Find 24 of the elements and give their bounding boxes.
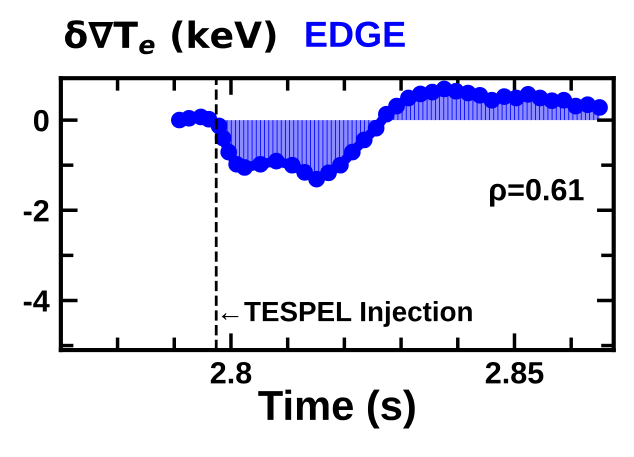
series-label: EDGE	[306, 22, 405, 48]
point	[284, 156, 301, 174]
point	[308, 170, 325, 188]
point	[591, 99, 608, 116]
point	[368, 120, 384, 137]
point	[220, 144, 238, 160]
x-tick-label: 2.85	[486, 362, 544, 384]
y-tick-label: 0	[34, 110, 48, 132]
point	[388, 98, 405, 114]
point	[320, 164, 337, 182]
annotation: ←TESPEL Injection	[222, 301, 472, 327]
point	[268, 152, 285, 170]
y-axis-title: δ∇T$_{e}$ (keV)	[64, 20, 276, 54]
y-tick-label: -2	[24, 200, 49, 222]
point	[332, 156, 349, 174]
point	[296, 164, 314, 181]
x-tick-label: 2.8	[210, 362, 252, 384]
point	[236, 159, 253, 176]
annotation: ρ=0.61	[490, 178, 584, 207]
x-axis-title: Time (s)	[258, 390, 415, 428]
y-tick-label: -4	[24, 290, 50, 312]
point	[344, 144, 361, 160]
point	[252, 156, 269, 173]
point	[356, 132, 373, 148]
